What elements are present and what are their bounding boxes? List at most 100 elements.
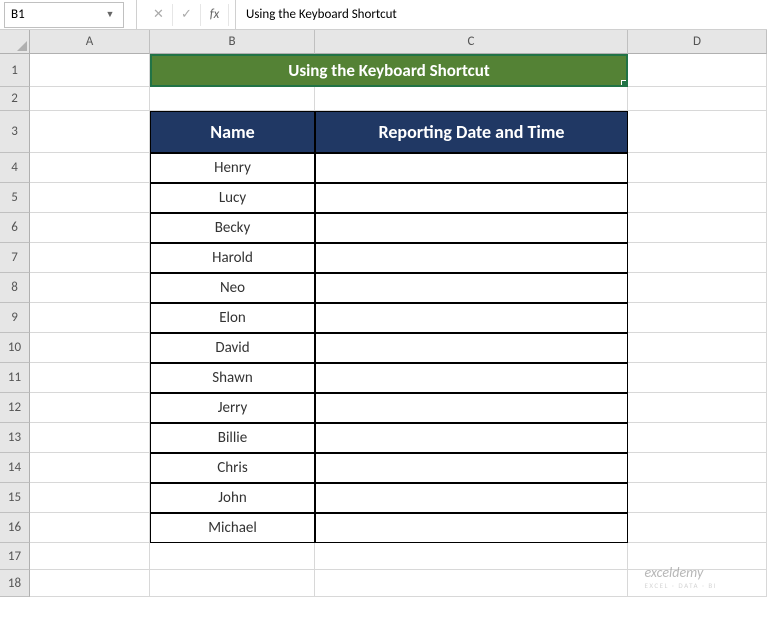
cell[interactable] — [628, 54, 767, 87]
title-cell[interactable]: Using the Keyboard Shortcut — [150, 54, 628, 87]
col-header-A[interactable]: A — [30, 30, 150, 54]
reporting-cell[interactable] — [315, 513, 628, 543]
row-header-18[interactable]: 18 — [0, 570, 30, 597]
cell[interactable] — [628, 483, 767, 513]
cell[interactable] — [628, 453, 767, 483]
row-header-2[interactable]: 2 — [0, 87, 30, 111]
reporting-cell[interactable] — [315, 153, 628, 183]
cell[interactable] — [30, 333, 150, 363]
cell[interactable] — [30, 393, 150, 423]
name-cell[interactable]: Neo — [150, 273, 315, 303]
cell[interactable] — [30, 183, 150, 213]
col-header-C[interactable]: C — [315, 30, 628, 54]
name-cell[interactable]: David — [150, 333, 315, 363]
cell[interactable] — [30, 213, 150, 243]
cell[interactable] — [628, 273, 767, 303]
name-cell[interactable]: Billie — [150, 423, 315, 453]
cell[interactable] — [628, 111, 767, 153]
row-header-7[interactable]: 7 — [0, 243, 30, 273]
name-cell[interactable]: Michael — [150, 513, 315, 543]
name-cell[interactable]: Harold — [150, 243, 315, 273]
cell[interactable] — [30, 87, 150, 111]
reporting-cell[interactable] — [315, 453, 628, 483]
dropdown-icon[interactable]: ▼ — [103, 9, 117, 20]
cell[interactable] — [628, 87, 767, 111]
cell[interactable] — [628, 333, 767, 363]
name-cell[interactable]: Becky — [150, 213, 315, 243]
row-header-6[interactable]: 6 — [0, 213, 30, 243]
row-header-5[interactable]: 5 — [0, 183, 30, 213]
cell-reference: B1 — [11, 7, 103, 22]
cell[interactable] — [628, 213, 767, 243]
header-reporting[interactable]: Reporting Date and Time — [315, 111, 628, 153]
row-header-15[interactable]: 15 — [0, 483, 30, 513]
cell[interactable] — [315, 570, 628, 597]
cell[interactable] — [628, 513, 767, 543]
name-cell[interactable]: Henry — [150, 153, 315, 183]
cell[interactable] — [628, 153, 767, 183]
reporting-cell[interactable] — [315, 483, 628, 513]
row-header-9[interactable]: 9 — [0, 303, 30, 333]
row-header-17[interactable]: 17 — [0, 543, 30, 570]
header-name[interactable]: Name — [150, 111, 315, 153]
cell[interactable] — [150, 543, 315, 570]
cell[interactable] — [30, 570, 150, 597]
col-header-B[interactable]: B — [150, 30, 315, 54]
cell[interactable] — [30, 483, 150, 513]
cell[interactable] — [150, 87, 315, 111]
cell[interactable] — [628, 393, 767, 423]
row-header-13[interactable]: 13 — [0, 423, 30, 453]
cell[interactable] — [30, 153, 150, 183]
name-cell[interactable]: Chris — [150, 453, 315, 483]
cell[interactable] — [150, 570, 315, 597]
reporting-cell[interactable] — [315, 243, 628, 273]
col-header-D[interactable]: D — [628, 30, 767, 54]
cell[interactable] — [628, 243, 767, 273]
fx-icon[interactable]: fx — [201, 4, 229, 26]
row-header-4[interactable]: 4 — [0, 153, 30, 183]
cell[interactable] — [30, 543, 150, 570]
reporting-cell[interactable] — [315, 303, 628, 333]
cell[interactable] — [315, 87, 628, 111]
cell[interactable] — [30, 453, 150, 483]
formula-input[interactable]: Using the Keyboard Shortcut — [235, 0, 407, 29]
row-header-3[interactable]: 3 — [0, 111, 30, 153]
cells-area[interactable]: Using the Keyboard Shortcut NameReporting… — [30, 54, 767, 597]
reporting-cell[interactable] — [315, 273, 628, 303]
cell[interactable] — [30, 303, 150, 333]
reporting-cell[interactable] — [315, 183, 628, 213]
cell[interactable] — [628, 303, 767, 333]
name-cell[interactable]: Jerry — [150, 393, 315, 423]
cell[interactable] — [628, 183, 767, 213]
name-box[interactable]: B1 ▼ — [4, 2, 124, 28]
row-header-8[interactable]: 8 — [0, 273, 30, 303]
row-header-11[interactable]: 11 — [0, 363, 30, 393]
reporting-cell[interactable] — [315, 393, 628, 423]
cancel-icon[interactable]: ✕ — [145, 4, 173, 26]
select-all-corner[interactable] — [0, 30, 30, 54]
cell[interactable] — [30, 111, 150, 153]
name-cell[interactable]: Shawn — [150, 363, 315, 393]
row-header-16[interactable]: 16 — [0, 513, 30, 543]
name-cell[interactable]: John — [150, 483, 315, 513]
cell[interactable] — [30, 513, 150, 543]
cell[interactable] — [628, 363, 767, 393]
reporting-cell[interactable] — [315, 423, 628, 453]
cell[interactable] — [628, 423, 767, 453]
confirm-icon[interactable]: ✓ — [173, 4, 201, 26]
row-header-14[interactable]: 14 — [0, 453, 30, 483]
name-cell[interactable]: Lucy — [150, 183, 315, 213]
cell[interactable] — [30, 243, 150, 273]
row-header-10[interactable]: 10 — [0, 333, 30, 363]
cell[interactable] — [30, 273, 150, 303]
row-header-12[interactable]: 12 — [0, 393, 30, 423]
cell[interactable] — [315, 543, 628, 570]
cell[interactable] — [30, 423, 150, 453]
row-header-1[interactable]: 1 — [0, 54, 30, 87]
reporting-cell[interactable] — [315, 213, 628, 243]
cell[interactable] — [30, 363, 150, 393]
name-cell[interactable]: Elon — [150, 303, 315, 333]
cell[interactable] — [30, 54, 150, 87]
reporting-cell[interactable] — [315, 333, 628, 363]
reporting-cell[interactable] — [315, 363, 628, 393]
